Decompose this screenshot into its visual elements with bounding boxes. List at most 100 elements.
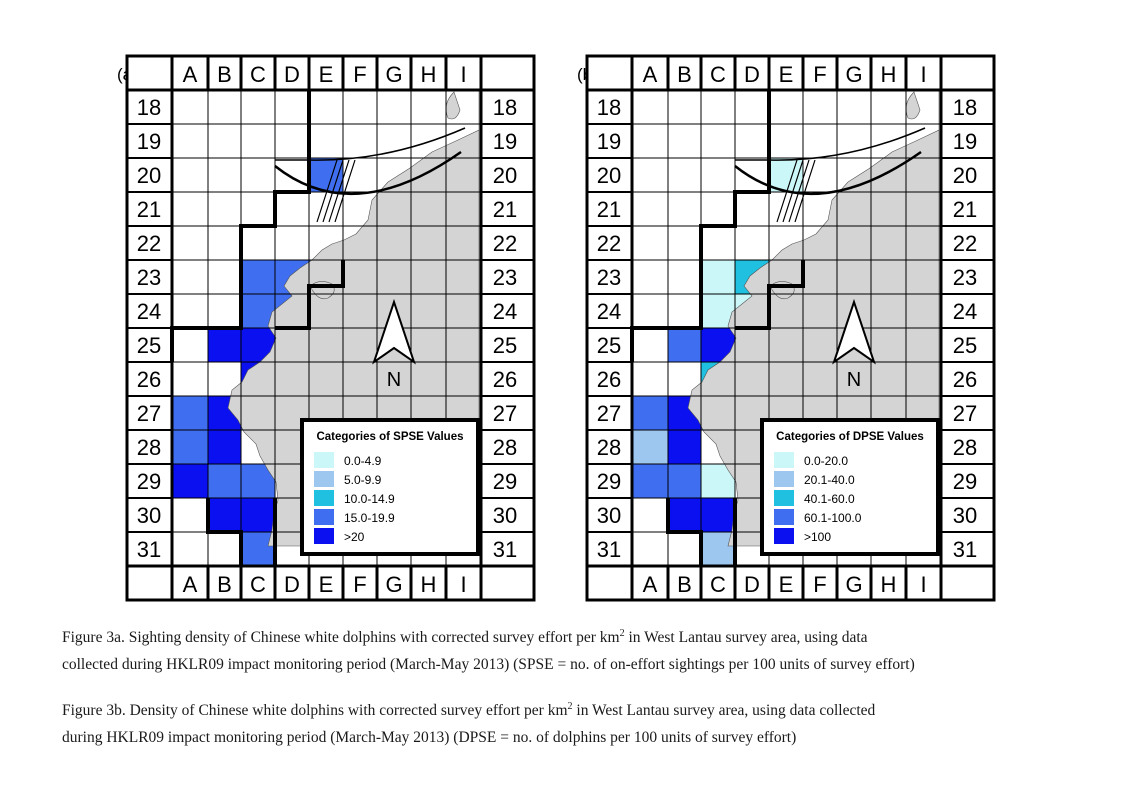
row-label-left-18: 18 (137, 95, 161, 120)
legend-label: 0.0-20.0 (804, 454, 848, 468)
column-label-bottom-B: B (217, 572, 232, 597)
legend-swatch (314, 509, 334, 525)
row-label-left-26: 26 (137, 367, 161, 392)
column-label-bottom-G: G (845, 572, 862, 597)
row-label-left-27: 27 (597, 401, 621, 426)
row-label-right-29: 29 (493, 469, 517, 494)
column-label-top-B: B (677, 62, 692, 87)
row-label-right-23: 23 (953, 265, 977, 290)
legend-title: Categories of SPSE Values (316, 431, 463, 443)
column-label-top-H: H (881, 62, 897, 87)
map-panel-b: (b)AABBCCDDEEFFGGHHII1818191920202121222… (577, 54, 996, 602)
row-label-right-26: 26 (493, 367, 517, 392)
grid-cell-B25 (208, 328, 241, 362)
row-label-right-30: 30 (493, 503, 517, 528)
grid-cell-B28 (208, 430, 241, 464)
column-label-bottom-F: F (813, 572, 826, 597)
column-label-top-I: I (920, 62, 926, 87)
legend-label: 60.1-100.0 (804, 511, 862, 525)
column-label-top-G: G (385, 62, 402, 87)
legend: Categories of DPSE Values 0.0-20.0 20.1-40… (760, 418, 940, 556)
legend-swatch (314, 452, 334, 468)
row-label-right-26: 26 (953, 367, 977, 392)
column-label-bottom-A: A (183, 572, 198, 597)
north-label: N (387, 369, 401, 391)
row-label-right-21: 21 (953, 197, 977, 222)
column-label-bottom-C: C (710, 572, 726, 597)
grid-cell-C30 (241, 498, 275, 532)
hatch-line (334, 159, 356, 223)
row-label-left-25: 25 (597, 333, 621, 358)
column-label-top-F: F (353, 62, 366, 87)
hatch-line (782, 159, 804, 223)
legend-swatch (314, 490, 334, 506)
row-label-right-28: 28 (493, 435, 517, 460)
legend-label: 10.0-14.9 (344, 492, 395, 506)
row-label-left-25: 25 (137, 333, 161, 358)
row-label-left-19: 19 (137, 129, 161, 154)
row-label-right-25: 25 (493, 333, 517, 358)
column-label-bottom-F: F (353, 572, 366, 597)
hatch-line (794, 159, 816, 223)
northeast-land (445, 91, 461, 120)
column-label-top-A: A (643, 62, 658, 87)
row-label-left-31: 31 (137, 537, 161, 562)
caption-a-line1-end: in West Lantau survey area, using data (624, 629, 868, 647)
row-label-right-22: 22 (953, 231, 977, 256)
column-label-bottom-C: C (250, 572, 266, 597)
grid-cell-C23 (701, 260, 735, 294)
row-label-right-20: 20 (953, 163, 977, 188)
grid-cell-B29 (668, 464, 701, 498)
survey-area-boundary-east (735, 260, 805, 330)
legend-label: 40.1-60.0 (804, 492, 855, 506)
column-label-bottom-E: E (779, 572, 794, 597)
grid-cell-A29 (632, 464, 668, 498)
row-label-right-24: 24 (953, 299, 977, 324)
caption-a-line2: collected during HKLR09 impact monitorin… (62, 656, 915, 674)
row-label-right-25: 25 (953, 333, 977, 358)
row-label-right-20: 20 (493, 163, 517, 188)
grid-cell-B29 (208, 464, 241, 498)
row-label-right-22: 22 (493, 231, 517, 256)
column-label-bottom-H: H (421, 572, 437, 597)
row-label-left-28: 28 (137, 435, 161, 460)
row-label-left-22: 22 (597, 231, 621, 256)
hatch-line (328, 159, 350, 223)
row-label-left-28: 28 (597, 435, 621, 460)
grid-cell-C31 (241, 532, 275, 566)
road-line (275, 127, 466, 161)
legend-swatch (774, 471, 794, 487)
row-label-left-23: 23 (597, 265, 621, 290)
legend-label: 20.1-40.0 (804, 473, 855, 487)
row-label-left-29: 29 (137, 469, 161, 494)
caption-a-line1: Figure 3a. Sighting density of Chinese w… (62, 629, 620, 647)
legend-swatch (774, 528, 794, 544)
row-label-left-19: 19 (597, 129, 621, 154)
bridge-line (274, 150, 462, 196)
figure-3b-caption: Figure 3b. Density of Chinese white dolp… (62, 693, 1102, 751)
column-label-top-H: H (421, 62, 437, 87)
column-label-bottom-D: D (284, 572, 300, 597)
road-line (735, 127, 926, 161)
row-label-right-24: 24 (493, 299, 517, 324)
column-label-bottom-I: I (920, 572, 926, 597)
survey-area-boundary (170, 90, 311, 362)
column-label-top-B: B (217, 62, 232, 87)
row-label-left-30: 30 (137, 503, 161, 528)
column-label-bottom-D: D (744, 572, 760, 597)
legend-swatch (774, 452, 794, 468)
row-label-left-21: 21 (597, 197, 621, 222)
grid-cell-A29 (172, 464, 208, 498)
row-label-left-20: 20 (597, 163, 621, 188)
grid-cell-E20 (769, 158, 803, 192)
row-label-left-24: 24 (597, 299, 621, 324)
column-label-top-A: A (183, 62, 198, 87)
legend-label: >20 (344, 530, 365, 544)
hatch-line (322, 159, 344, 223)
survey-area-boundary (630, 90, 771, 362)
row-label-right-28: 28 (953, 435, 977, 460)
column-label-top-C: C (250, 62, 266, 87)
grid-cell-B30 (208, 498, 241, 532)
grid-cell-A28 (172, 430, 208, 464)
grid-cell-E20 (309, 158, 343, 192)
